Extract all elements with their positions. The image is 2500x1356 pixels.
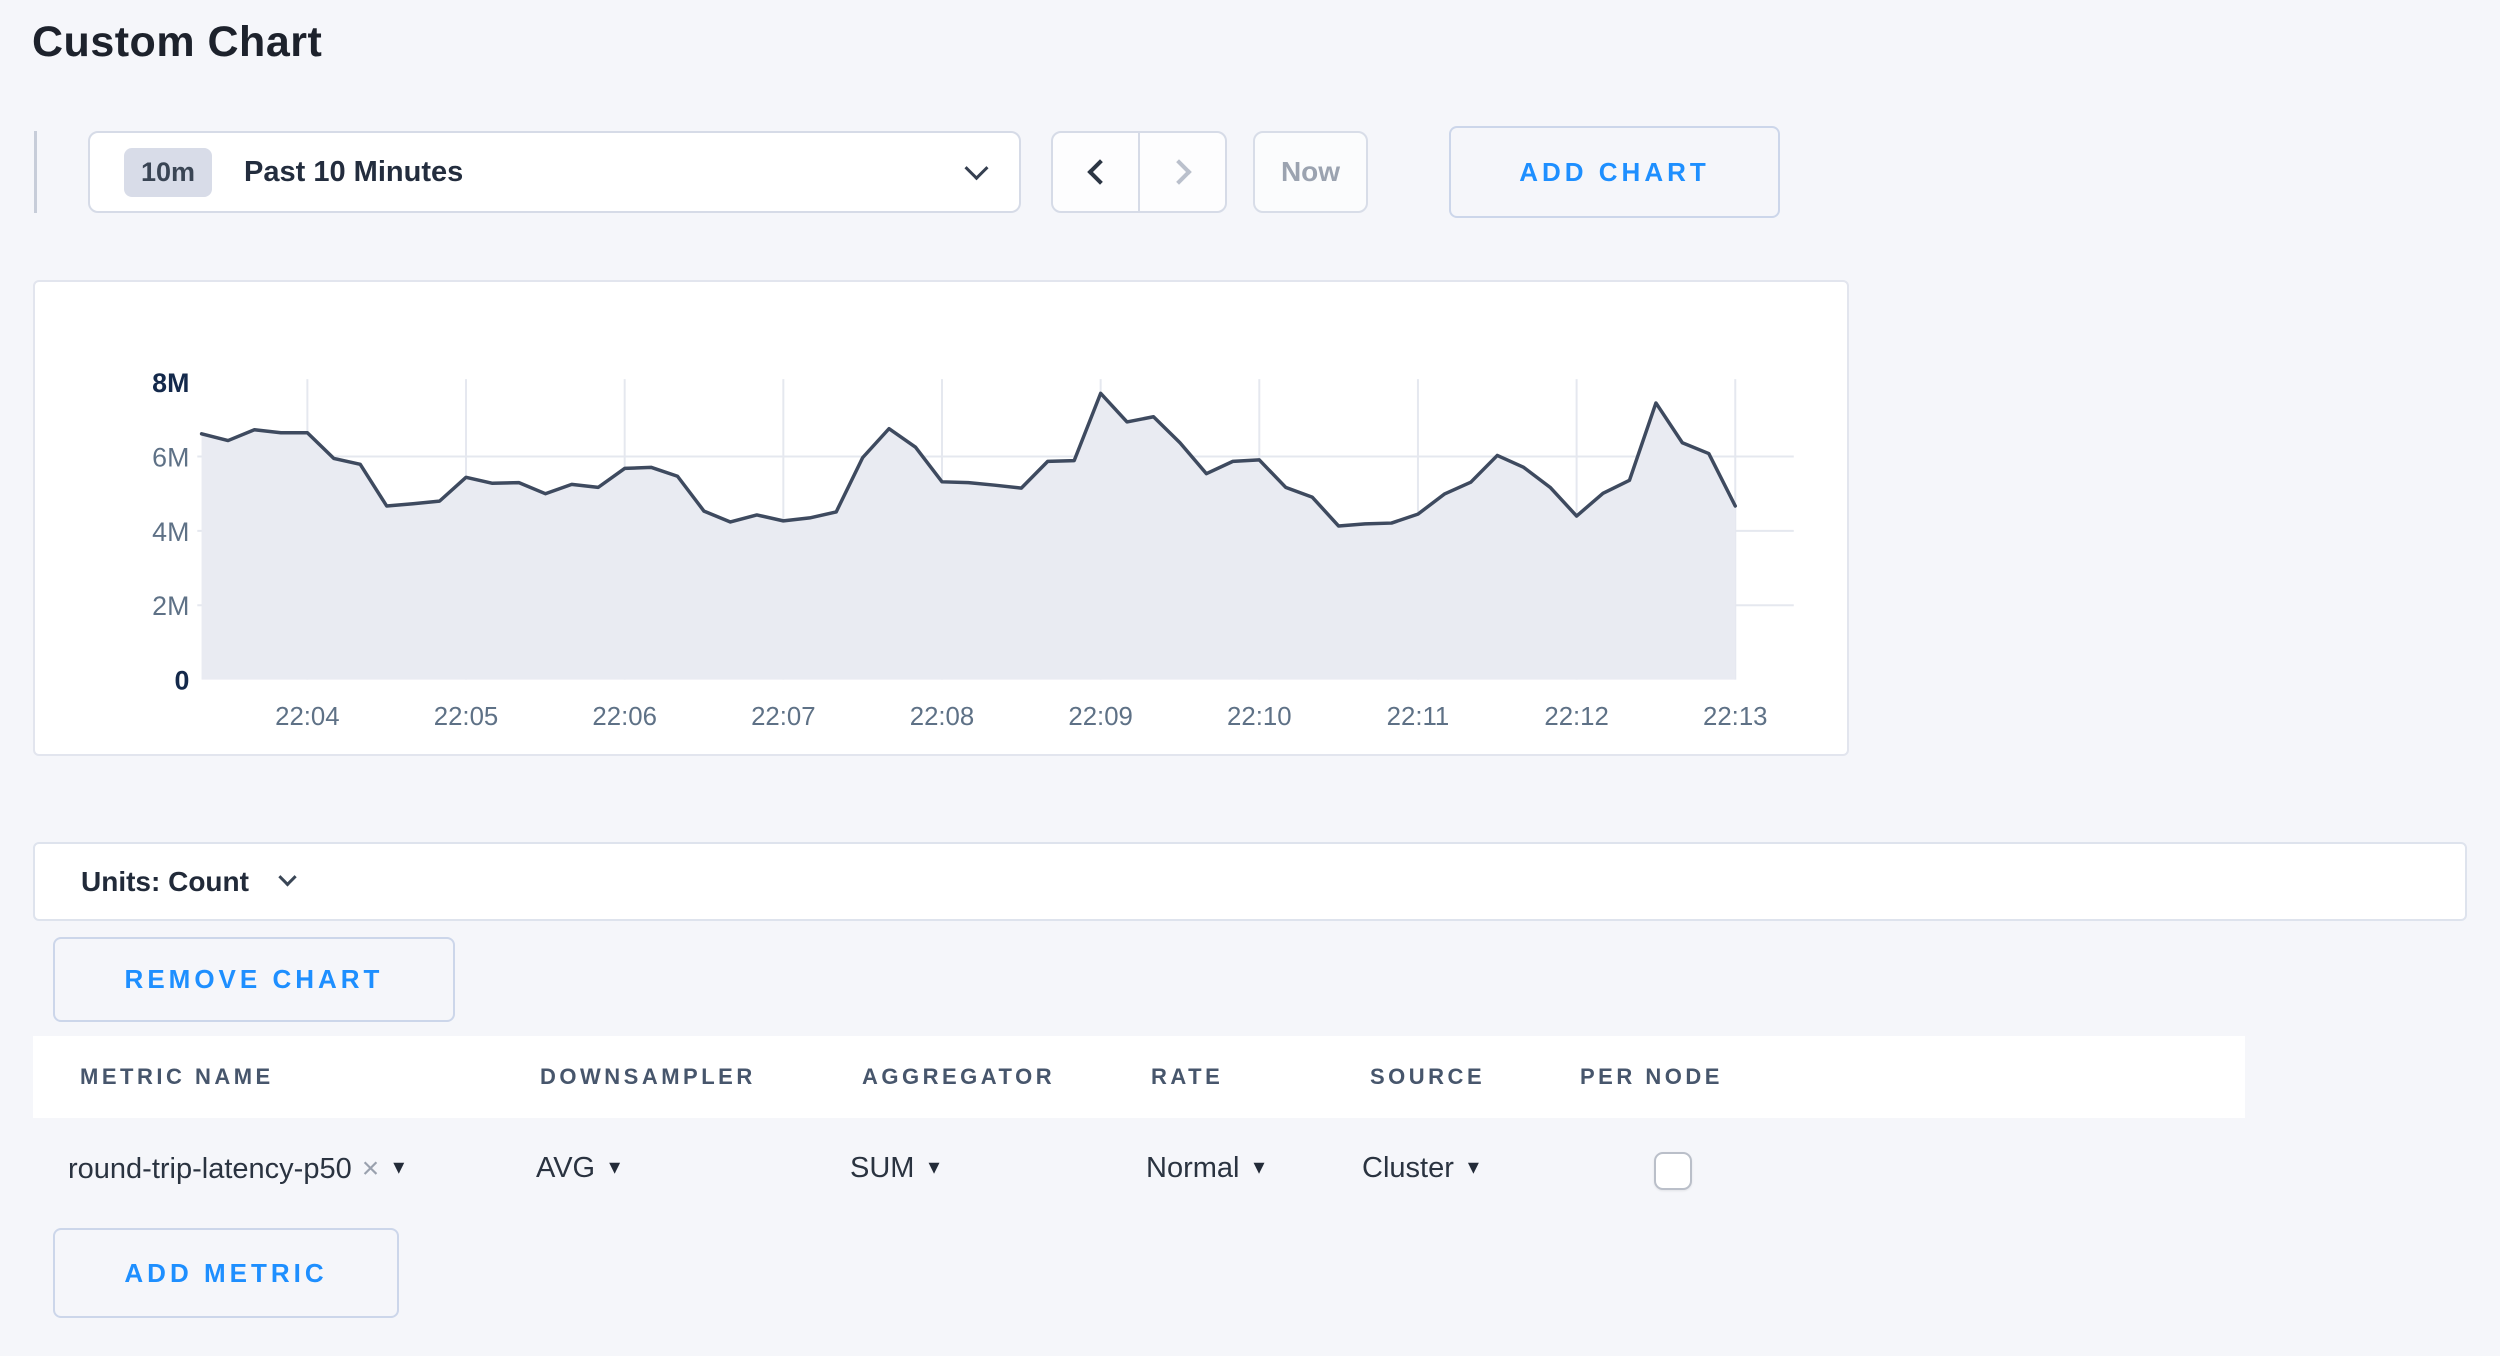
column-header-rate: RATE [1151,1064,1224,1089]
rate-select[interactable]: Normal ▾ [1146,1152,1265,1185]
source-select[interactable]: Cluster ▾ [1362,1152,1479,1185]
caret-down-icon: ▾ [393,1154,405,1179]
clear-metric-icon[interactable]: × [361,1152,380,1185]
caret-down-icon: ▾ [928,1153,940,1179]
caret-down-icon: ▾ [1253,1153,1265,1179]
svg-text:6M: 6M [152,442,189,472]
chart-card: 0 2M 4M 6M 8M 22:04 22:05 22:06 22:07 22:08 22:09 2… [33,280,1849,756]
chevron-left-icon [1086,159,1113,185]
column-header-metric-name: METRIC NAME [80,1064,274,1089]
svg-text:22:05: 22:05 [434,703,498,731]
svg-text:22:06: 22:06 [592,703,656,731]
time-nav-group [1051,131,1227,213]
svg-text:22:13: 22:13 [1703,703,1767,731]
next-time-button[interactable] [1140,133,1225,211]
metric-area-chart: 0 2M 4M 6M 8M 22:04 22:05 22:06 22:07 22:08 22:09 2… [152,368,1794,731]
column-header-source: SOURCE [1370,1064,1486,1089]
svg-text:22:12: 22:12 [1544,703,1608,731]
svg-text:0: 0 [174,666,189,696]
prev-time-button[interactable] [1053,133,1140,211]
downsampler-value: AVG [536,1152,596,1184]
units-label: Units: Count [81,865,249,897]
svg-text:2M: 2M [152,591,189,621]
svg-text:8M: 8M [152,368,189,398]
page-title: Custom Chart [32,18,323,66]
aggregator-value: SUM [850,1152,915,1184]
metrics-table-header: METRIC NAME DOWNSAMPLER AGGREGATOR RATE … [33,1036,2245,1118]
source-value: Cluster [1362,1152,1454,1184]
svg-text:22:11: 22:11 [1387,703,1450,731]
svg-text:22:07: 22:07 [751,703,815,731]
column-header-per-node: PER NODE [1580,1064,1723,1089]
svg-text:4M: 4M [152,517,189,547]
svg-text:22:04: 22:04 [275,703,339,731]
chevron-down-icon [278,868,297,887]
metrics-table-row: round-trip-latency-p50 × ▾ AVG ▾ SUM ▾ N… [33,1118,2245,1225]
rate-value: Normal [1146,1152,1240,1184]
column-header-aggregator: AGGREGATOR [862,1064,1056,1089]
column-header-downsampler: DOWNSAMPLER [540,1064,756,1089]
time-scale-badge: 10m [124,147,213,197]
caret-down-icon: ▾ [1467,1153,1479,1179]
time-range-label: Past 10 Minutes [244,155,464,188]
now-button[interactable]: Now [1253,131,1368,213]
toolbar-divider [34,131,37,213]
downsampler-select[interactable]: AVG ▾ [536,1152,620,1185]
svg-text:22:10: 22:10 [1227,703,1291,731]
add-metric-button[interactable]: ADD METRIC [53,1228,399,1318]
svg-text:22:08: 22:08 [910,703,974,731]
remove-chart-button[interactable]: REMOVE CHART [53,937,455,1022]
metric-name-select[interactable]: round-trip-latency-p50 × ▾ [68,1152,404,1186]
chevron-down-icon [964,155,989,180]
chevron-right-icon [1165,159,1192,185]
caret-down-icon: ▾ [609,1153,621,1179]
add-chart-button[interactable]: ADD CHART [1449,126,1780,218]
time-range-select[interactable]: 10m Past 10 Minutes [88,131,1021,213]
svg-text:22:09: 22:09 [1068,703,1132,731]
metric-name-value: round-trip-latency-p50 [68,1152,352,1185]
aggregator-select[interactable]: SUM ▾ [850,1152,940,1185]
per-node-checkbox[interactable] [1654,1152,1692,1190]
units-select[interactable]: Units: Count [33,842,2467,921]
